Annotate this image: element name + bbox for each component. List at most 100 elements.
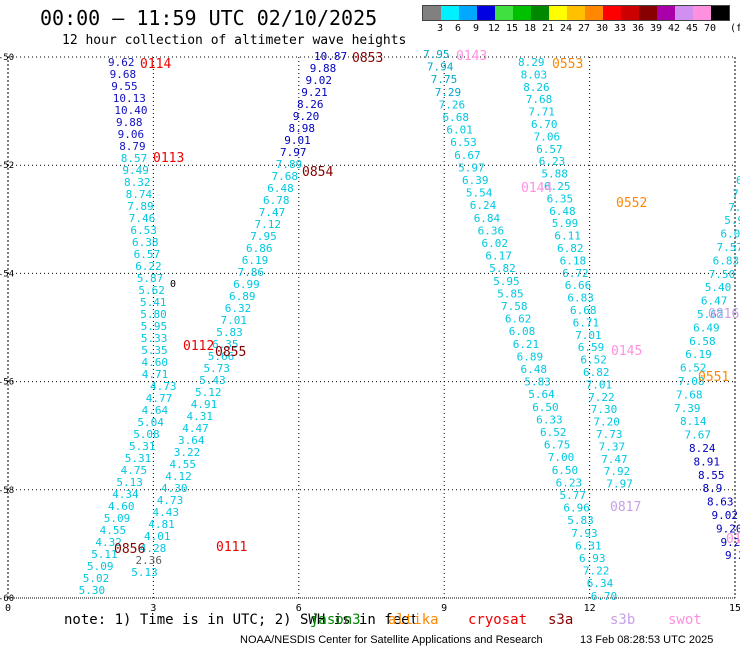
wave-height-value: 6.53 (130, 224, 157, 237)
legend-swatch (549, 6, 567, 20)
wave-height-value: 7.97 (606, 478, 633, 491)
pass-label: 011 (726, 532, 740, 547)
wave-height-value: 5.54 (466, 187, 493, 200)
wave-height-value: 7.68 (272, 170, 299, 183)
wave-height-value: 6.35 (547, 192, 574, 205)
wave-height-value: 7.01 (221, 314, 248, 327)
wave-height-value: 5.09 (87, 560, 114, 573)
wave-height-value: 4.60 (142, 356, 169, 369)
pass-label: 0552 (616, 196, 647, 211)
wave-height-value: 6.86 (246, 242, 273, 255)
satellite-legend-item: jason3 (310, 612, 361, 628)
wave-height-value: 4.81 (148, 518, 175, 531)
wave-height-value: 9.20 (293, 110, 320, 123)
pass-label: 0816 (708, 307, 739, 322)
wave-height-value: 9.62 (108, 56, 135, 69)
wave-height-value: 5.31 (129, 440, 156, 453)
wave-height-value: 7.92 (604, 465, 631, 478)
wave-height-value: 9.2 (725, 549, 740, 562)
y-tick-label: -52 (0, 161, 14, 171)
wave-height-value: 8.98 (289, 122, 316, 135)
wave-height-value: 10.40 (114, 104, 147, 117)
legend-label: 6 (454, 23, 462, 34)
wave-height-value: 6.84 (474, 212, 501, 225)
pass-label: 0112 (183, 339, 214, 354)
wave-height-value: 6.82 (557, 242, 584, 255)
wave-height-value: 5.83 (216, 326, 243, 339)
wave-height-value: 5.62 (138, 284, 165, 297)
wave-height-value: 6.57 (536, 143, 563, 156)
wave-height-value: 7.75 (431, 73, 458, 86)
wave-height-value: 6.47 (701, 295, 728, 308)
wave-height-value: 6.89 (517, 350, 544, 363)
wave-height-value: 4.73 (150, 380, 177, 393)
wave-height-value: 8.32 (124, 176, 151, 189)
x-tick-label: 15 (729, 603, 740, 614)
legend-swatches (422, 5, 730, 21)
wave-height-value: 6.38 (132, 236, 159, 249)
wave-height-value: 6.32 (225, 302, 252, 315)
legend-label: 30 (595, 23, 609, 34)
legend-label: 3 (436, 23, 444, 34)
wave-height-value: 6.82 (583, 366, 610, 379)
wave-height-value: 6.35 (212, 338, 239, 351)
wave-height-value: 6.50 (552, 464, 579, 477)
legend-label: 18 (523, 23, 537, 34)
wave-height-value: 8.9 (703, 482, 723, 495)
wave-height-value: 6.78 (263, 194, 290, 207)
satellite-legend-item: swot (668, 612, 702, 628)
wave-height-value: 6.99 (233, 278, 260, 291)
wave-height-value: 4.55 (170, 458, 197, 471)
wave-height-value: 6.23 (556, 476, 583, 489)
pass-label: 0114 (140, 57, 171, 72)
wave-height-value: 6.96 (563, 502, 590, 515)
legend-swatch (657, 6, 675, 20)
wave-height-value: 6.58 (689, 335, 716, 348)
wave-height-value: 6.48 (521, 363, 548, 376)
wave-height-value: 4.73 (157, 494, 184, 507)
legend-label: 33 (613, 23, 627, 34)
wave-height-value: 5.62 (697, 308, 724, 321)
wave-height-value: 6.02 (482, 237, 509, 250)
wave-height-value: 4.12 (165, 470, 192, 483)
legend-label: 9 (472, 23, 480, 34)
wave-height-value: 5.73 (204, 362, 231, 375)
legend-swatch (603, 6, 621, 20)
wave-height-value: 9.21 (301, 86, 328, 99)
legend-swatch (423, 6, 441, 20)
wave-height-value: 7.12 (255, 218, 282, 231)
wave-height-value: 8.03 (521, 68, 548, 81)
legend-swatch (639, 6, 657, 20)
wave-height-value: 7.50 (709, 268, 736, 281)
wave-height-value: 6.62 (505, 313, 532, 326)
wave-height-value: 9.22 (721, 536, 740, 549)
wave-height-value: 6.39 (462, 174, 489, 187)
legend-swatch (711, 6, 729, 20)
wave-height-value: 6.33 (536, 413, 563, 426)
wave-height-value: 9.02 (306, 74, 333, 87)
wave-height-value: 5.13 (131, 566, 158, 579)
y-tick-label: -60 (0, 594, 14, 604)
wave-height-value: 7.47 (601, 453, 628, 466)
wave-height-value: 3.64 (178, 434, 205, 447)
legend-label: 42 (667, 23, 681, 34)
credit-text: NOAA/NESDIS Center for Satellite Applica… (240, 634, 543, 646)
wave-height-value: 6.05 (720, 228, 740, 241)
legend-swatch (693, 6, 711, 20)
wave-height-value: 7.71 (528, 106, 555, 119)
wave-height-value: 6.71 (573, 316, 600, 329)
wave-height-value: 7.95 (423, 48, 450, 61)
wave-height-value: 6.48 (549, 205, 576, 218)
wave-height-value: 6.50 (532, 401, 559, 414)
wave-height-value: 4.28 (140, 542, 167, 555)
wave-height-value: 5.80 (140, 308, 167, 321)
wave-height-value: 5.77 (560, 489, 587, 502)
wave-height-value: 5.43 (199, 374, 226, 387)
x-tick-label: 0 (5, 603, 11, 614)
wave-height-value: 5.95 (141, 320, 168, 333)
wave-height-value: 5.66 (208, 350, 235, 363)
wave-height-value: 4.75 (121, 464, 148, 477)
